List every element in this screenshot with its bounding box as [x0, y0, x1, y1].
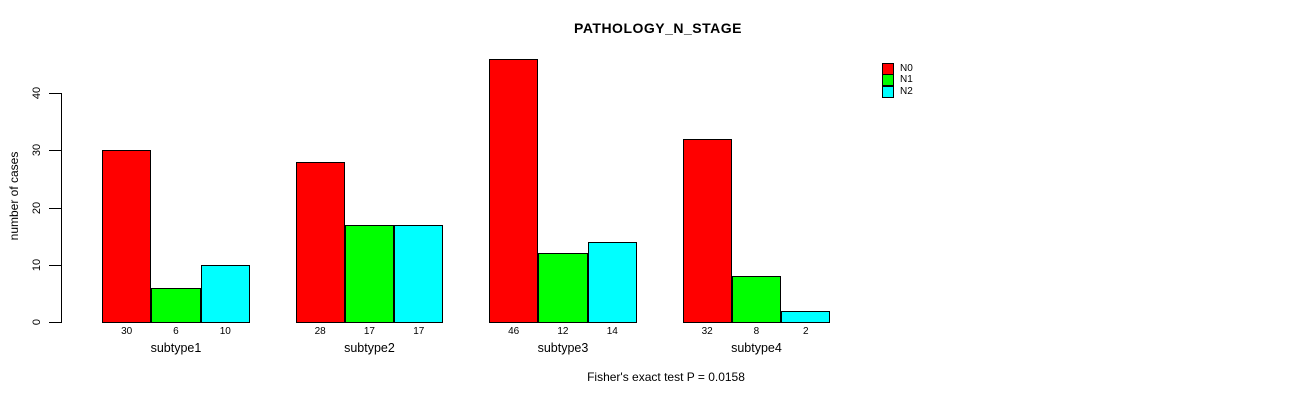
bar-subtype3-N1: [538, 253, 588, 323]
bar-value-label-subtype3-N1: 12: [557, 326, 569, 337]
x-axis-category-label-subtype3: subtype3: [537, 341, 589, 355]
y-axis-tick-label: 30: [31, 144, 43, 157]
bar-value-label-subtype2-N0: 28: [314, 326, 326, 337]
y-axis-label: number of cases: [7, 151, 21, 241]
bar-subtype1-N1: [151, 287, 201, 323]
bar-value-label-subtype1-N2: 10: [219, 326, 231, 337]
y-axis-tick: [49, 264, 61, 266]
x-axis-category-label-subtype4: subtype4: [731, 341, 782, 355]
bar-subtype4-N1: [731, 276, 782, 323]
bar-value-label-subtype4-N1: 8: [753, 326, 760, 337]
bar-subtype3-N0: [489, 58, 539, 323]
y-axis-tick: [49, 322, 61, 323]
y-axis-tick-label: 0: [31, 318, 43, 326]
legend-row-N0: N0: [882, 62, 913, 75]
bar-subtype2-N1: [344, 224, 395, 323]
legend-label-N0: N0: [900, 62, 913, 74]
bar-subtype2-N0: [295, 161, 345, 323]
bar-value-label-subtype4-N0: 32: [701, 326, 713, 337]
bar-subtype4-N2: [781, 310, 831, 323]
legend-swatch-N0: [882, 62, 894, 75]
bar-subtype1-N0: [102, 150, 152, 323]
bar-value-label-subtype2-N1: 17: [363, 326, 375, 337]
chart-title: PATHOLOGY_N_STAGE: [574, 20, 742, 36]
bar-value-label-subtype1-N0: 30: [121, 326, 133, 337]
bar-value-label-subtype3-N2: 14: [606, 326, 618, 337]
bar-value-label-subtype4-N2: 2: [802, 326, 809, 337]
y-axis-tick-label: 20: [31, 201, 43, 214]
bar-subtype3-N2: [587, 241, 637, 323]
x-axis-category-label-subtype2: subtype2: [344, 341, 395, 355]
bar-subtype4-N0: [682, 138, 732, 323]
legend-label-N1: N1: [900, 74, 913, 86]
legend-row-N1: N1: [882, 74, 913, 87]
y-axis-tick-label: 10: [31, 258, 43, 271]
y-axis-tick-label: 40: [31, 86, 43, 100]
y-axis-line: [61, 93, 62, 323]
y-axis-tick: [49, 207, 61, 209]
y-axis-tick: [49, 150, 61, 152]
legend-row-N2: N2: [882, 85, 913, 98]
bar-value-label-subtype2-N2: 17: [413, 326, 425, 337]
bar-value-label-subtype3-N0: 46: [508, 326, 520, 337]
footer-stat-text: Fisher's exact test P = 0.0158: [587, 370, 745, 384]
legend-label-N2: N2: [900, 85, 913, 97]
bar-subtype2-N2: [394, 224, 444, 323]
bar-value-label-subtype1-N1: 6: [173, 326, 179, 337]
bar-subtype1-N2: [200, 264, 250, 323]
x-axis-category-label-subtype1: subtype1: [150, 341, 202, 355]
legend-swatch-N2: [882, 85, 894, 98]
y-axis-tick: [49, 93, 61, 94]
legend-swatch-N1: [882, 74, 894, 87]
legend: N0 N1 N2: [882, 62, 913, 98]
